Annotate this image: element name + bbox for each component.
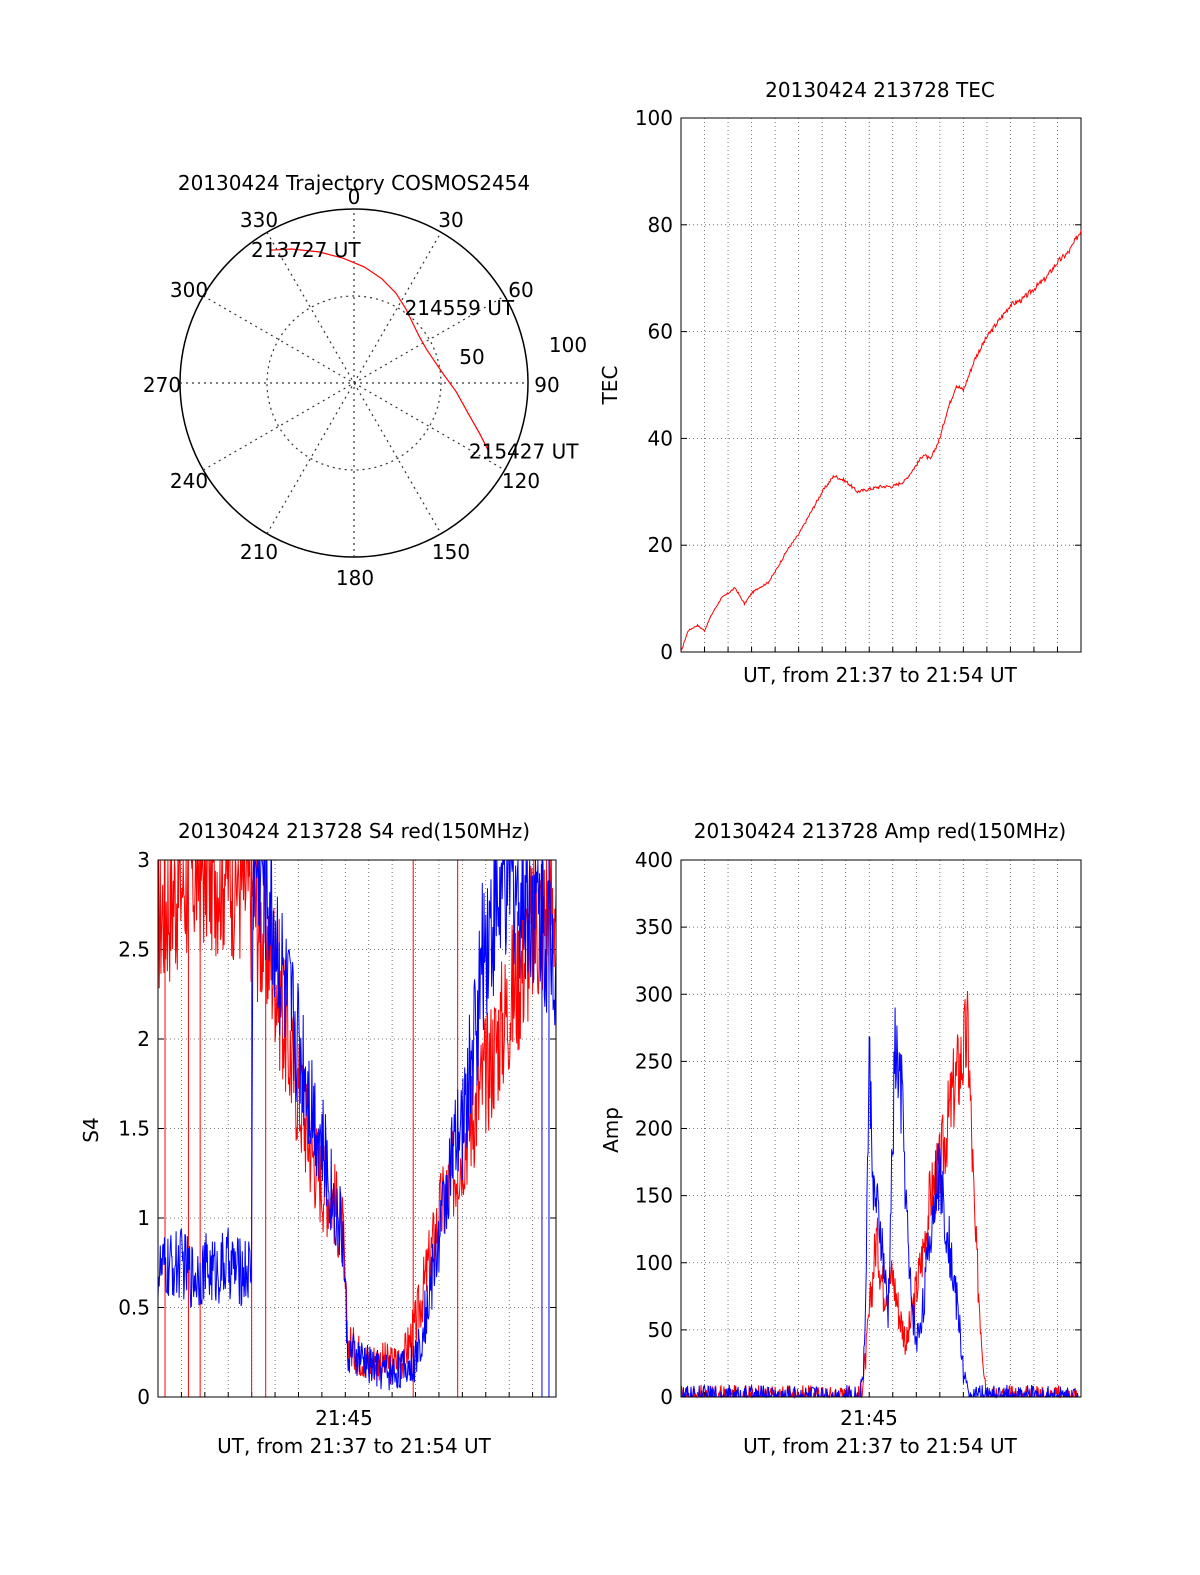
tec-plot: 20130424 213728 TEC 0 20 40 60 80 100 UT, fro… xyxy=(598,78,1082,687)
y-tick-label-0: 0 xyxy=(137,1385,150,1409)
polar-label-330: 330 xyxy=(240,208,278,232)
tec-y-tick-labels: 0 20 40 60 80 100 xyxy=(635,106,673,664)
s4-series-1 xyxy=(157,859,557,1391)
trajectory-title: 20130424 Trajectory COSMOS2454 xyxy=(178,171,530,195)
s4-x-axis-label: UT, from 21:37 to 21:54 UT xyxy=(217,1434,492,1458)
s4-plot: 20130424 213728 S4 red(150MHz) 0 0.5 1 1.5 2… xyxy=(79,819,557,1458)
y-tick-label-4: 2 xyxy=(137,1027,150,1051)
amp-x-axis-label: UT, from 21:37 to 21:54 UT xyxy=(743,1434,1018,1458)
y-tick-label-8: 400 xyxy=(635,848,673,872)
polar-label-300: 300 xyxy=(170,278,208,302)
s4-series xyxy=(157,859,557,1397)
polar-trajectory-series xyxy=(270,248,490,452)
polar-label-180: 180 xyxy=(336,566,374,590)
y-tick-label-4: 200 xyxy=(635,1117,673,1141)
amp-series-0 xyxy=(680,990,1081,1399)
s4-plot-frame xyxy=(157,859,557,1398)
polar-radius-label-100: 100 xyxy=(549,333,587,357)
amp-series xyxy=(680,990,1081,1399)
polar-label-120: 120 xyxy=(502,469,540,493)
y-tick-label-6: 300 xyxy=(635,982,673,1006)
amp-y-tick-labels: 0 50 100 150 200 250 300 350 400 xyxy=(635,848,673,1409)
polar-label-270: 270 xyxy=(143,373,181,397)
amp-plot-frame xyxy=(680,859,1082,1398)
polar-inner-circle xyxy=(266,295,442,471)
tec-title: 20130424 213728 TEC xyxy=(765,78,995,102)
polar-label-210: 210 xyxy=(240,540,278,564)
polar-label-60: 60 xyxy=(508,278,533,302)
tec-series xyxy=(680,230,1082,652)
trajectory-plot: 20130424 Trajectory COSMOS2454 0 30 60 9… xyxy=(143,171,587,590)
polar-label-30: 30 xyxy=(438,208,463,232)
y-tick-label-3: 60 xyxy=(648,320,673,344)
y-tick-label-4: 80 xyxy=(648,213,673,237)
y-tick-label-5: 100 xyxy=(635,106,673,130)
amp-x-tick-label: 21:45 xyxy=(840,1406,898,1430)
s4-x-tick-label: 21:45 xyxy=(315,1406,373,1430)
polar-label-150: 150 xyxy=(432,540,470,564)
s4-title: 20130424 213728 S4 red(150MHz) xyxy=(178,819,530,843)
s4-y-axis-label: S4 xyxy=(79,1117,103,1142)
trajectory-time-label-1: 214559 UT xyxy=(405,296,515,320)
trajectory-time-label-0: 213727 UT xyxy=(251,238,361,262)
s4-series-0 xyxy=(158,859,557,1384)
y-tick-label-7: 350 xyxy=(635,915,673,939)
y-tick-label-1: 0.5 xyxy=(118,1296,150,1320)
y-tick-label-6: 3 xyxy=(137,848,150,872)
amp-y-axis-label: Amp xyxy=(599,1107,623,1153)
polar-label-0: 0 xyxy=(348,185,361,209)
amp-title: 20130424 213728 Amp red(150MHz) xyxy=(694,819,1066,843)
y-tick-label-0: 0 xyxy=(660,640,673,664)
tec-grid xyxy=(681,117,1081,653)
trajectory-time-label-2: 215427 UT xyxy=(469,440,579,464)
y-tick-label-2: 100 xyxy=(635,1251,673,1275)
y-tick-label-0: 0 xyxy=(660,1385,673,1409)
s4-y-tick-labels: 0 0.5 1 1.5 2 2.5 3 xyxy=(118,848,150,1409)
polar-radius-label-50: 50 xyxy=(459,345,484,369)
polar-grid xyxy=(179,208,529,558)
y-tick-label-3: 1.5 xyxy=(118,1117,150,1141)
amp-series-1 xyxy=(681,1007,1081,1399)
amp-plot: 20130424 213728 Amp red(150MHz) 0 50 100 15… xyxy=(599,819,1082,1458)
tec-y-axis-label: TEC xyxy=(598,366,622,406)
polar-annotations: 213727 UT 214559 UT 215427 UT xyxy=(251,238,579,464)
tec-series-0 xyxy=(680,230,1082,652)
y-tick-label-1: 50 xyxy=(648,1318,673,1342)
y-tick-label-1: 20 xyxy=(648,533,673,557)
amp-grid xyxy=(681,859,1081,1398)
polar-label-90: 90 xyxy=(534,373,559,397)
tec-plot-frame xyxy=(680,117,1082,653)
y-tick-label-5: 2.5 xyxy=(118,938,150,962)
polar-spoke-150 xyxy=(266,232,442,534)
y-tick-label-5: 250 xyxy=(635,1049,673,1073)
polar-spokes xyxy=(180,209,528,557)
trajectory-line xyxy=(270,248,490,452)
y-tick-label-2: 1 xyxy=(137,1206,150,1230)
polar-label-240: 240 xyxy=(170,469,208,493)
polar-angle-labels: 0 30 60 90 120 150 180 210 240 270 300 3… xyxy=(143,185,587,590)
y-tick-label-2: 40 xyxy=(648,426,673,450)
tec-x-axis-label: UT, from 21:37 to 21:54 UT xyxy=(743,663,1018,687)
y-tick-label-3: 150 xyxy=(635,1184,673,1208)
